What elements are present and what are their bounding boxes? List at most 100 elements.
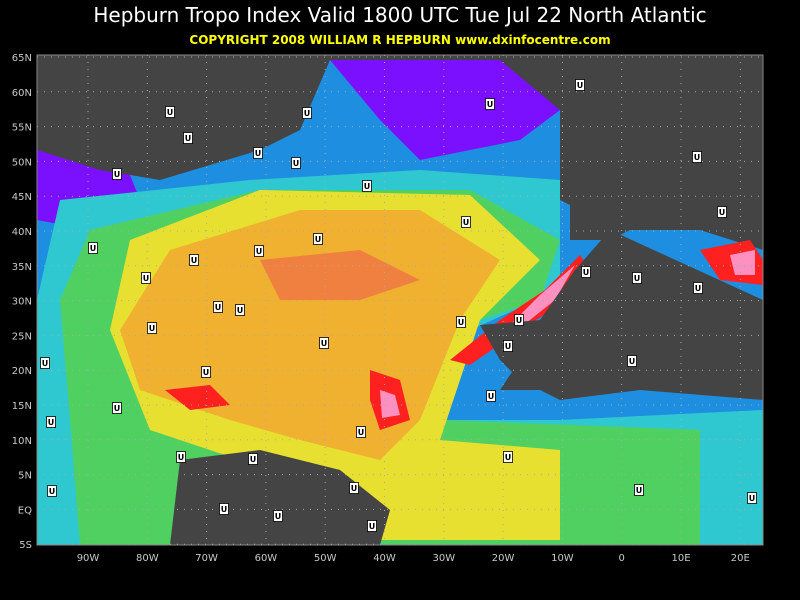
- marker-label: U: [275, 512, 282, 521]
- copyright: COPYRIGHT 2008 WILLIAM R HEPBURN www.dxi…: [189, 33, 610, 47]
- marker-label: U: [237, 306, 244, 315]
- lat-label: 5S: [19, 540, 32, 551]
- marker-box: [201, 366, 211, 378]
- marker-box: [717, 206, 727, 218]
- lat-label: 25N: [12, 331, 32, 342]
- marker-box: [183, 132, 193, 144]
- south-america: [170, 450, 390, 545]
- lon-label: 50W: [314, 553, 337, 564]
- marker-box: [88, 242, 98, 254]
- marker-label: U: [583, 268, 590, 277]
- marker-label: U: [629, 357, 636, 366]
- lon-label: 90W: [77, 553, 100, 564]
- marker-box: [356, 426, 366, 438]
- marker-label: U: [487, 100, 494, 109]
- marker-label: U: [304, 109, 311, 118]
- field-purple: [330, 60, 560, 160]
- marker-label: U: [369, 522, 376, 531]
- marker-box: [141, 272, 151, 284]
- lat-label: 45N: [12, 192, 32, 203]
- marker-label: U: [358, 428, 365, 437]
- marker-box: [362, 180, 372, 192]
- marker-box: [692, 151, 702, 163]
- marker-box: [248, 453, 258, 465]
- marker-box: [147, 322, 157, 334]
- marker-box: [485, 98, 495, 110]
- marker-label: U: [167, 108, 174, 117]
- marker-label: U: [364, 182, 371, 191]
- marker-label: U: [256, 247, 263, 256]
- lon-label: 0: [619, 553, 625, 564]
- marker-box: [291, 157, 301, 169]
- marker-label: U: [351, 484, 358, 493]
- field-dark-orange: [260, 250, 420, 300]
- lat-label: 60N: [12, 88, 32, 99]
- marker-box: [456, 316, 466, 328]
- marker-box: [219, 503, 229, 515]
- marker-label: U: [321, 339, 328, 348]
- marker-box: [254, 245, 264, 257]
- marker-box: [514, 314, 524, 326]
- marker-label: U: [458, 318, 465, 327]
- title: Hepburn Tropo Index Valid 1800 UTC Tue J…: [93, 3, 706, 27]
- marker-box: [47, 485, 57, 497]
- marker-box: [575, 79, 585, 91]
- marker-label: U: [90, 244, 97, 253]
- africa: [480, 230, 763, 400]
- marker-label: U: [315, 235, 322, 244]
- marker-label: U: [293, 159, 300, 168]
- lat-label: 65N: [12, 53, 32, 64]
- marker-box: [367, 520, 377, 532]
- lat-label: 35N: [12, 262, 32, 273]
- lat-label: EQ: [18, 505, 32, 516]
- marker-box: [319, 337, 329, 349]
- marker-label: U: [114, 170, 121, 179]
- marker-label: U: [250, 455, 257, 464]
- marker-label: U: [255, 149, 262, 158]
- iberia: [570, 190, 650, 240]
- marker-box: [46, 416, 56, 428]
- marker-label: U: [695, 284, 702, 293]
- marker-label: U: [42, 359, 49, 368]
- lon-label: 40W: [373, 553, 396, 564]
- marker-box: [235, 304, 245, 316]
- marker-box: [503, 451, 513, 463]
- marker-box: [581, 266, 591, 278]
- field-pink: [510, 265, 575, 328]
- marker-label: U: [719, 208, 726, 217]
- lon-label: 10E: [671, 553, 690, 564]
- marker-box: [302, 107, 312, 119]
- marker-label: U: [149, 324, 156, 333]
- markers: U U U U U U U U U U U U U U U U U U U U U U U U U U U U U U U U U U U U U U U U…: [40, 79, 757, 532]
- lon-label: 20W: [492, 553, 515, 564]
- marker-label: U: [516, 316, 523, 325]
- marker-box: [486, 390, 496, 402]
- marker-box: [747, 492, 757, 504]
- marker-box: [112, 168, 122, 180]
- marker-label: U: [694, 153, 701, 162]
- lat-label: 10N: [12, 436, 32, 447]
- marker-label: U: [634, 274, 641, 283]
- marker-label: U: [203, 368, 210, 377]
- marker-label: U: [505, 342, 512, 351]
- lon-label: 20E: [731, 553, 750, 564]
- marker-label: U: [185, 134, 192, 143]
- marker-label: U: [178, 453, 185, 462]
- lon-label: 70W: [195, 553, 218, 564]
- marker-box: [213, 301, 223, 313]
- lat-label: 50N: [12, 157, 32, 168]
- graticule: [37, 55, 763, 545]
- marker-box: [176, 451, 186, 463]
- marker-box: [461, 216, 471, 228]
- marker-box: [627, 355, 637, 367]
- lat-label: 40N: [12, 227, 32, 238]
- marker-label: U: [463, 218, 470, 227]
- lon-label: 10W: [551, 553, 574, 564]
- marker-label: U: [48, 418, 55, 427]
- lat-label: 5N: [18, 471, 32, 482]
- marker-box: [632, 272, 642, 284]
- lon-label: 60W: [255, 553, 278, 564]
- marker-label: U: [49, 487, 56, 496]
- marker-label: U: [143, 274, 150, 283]
